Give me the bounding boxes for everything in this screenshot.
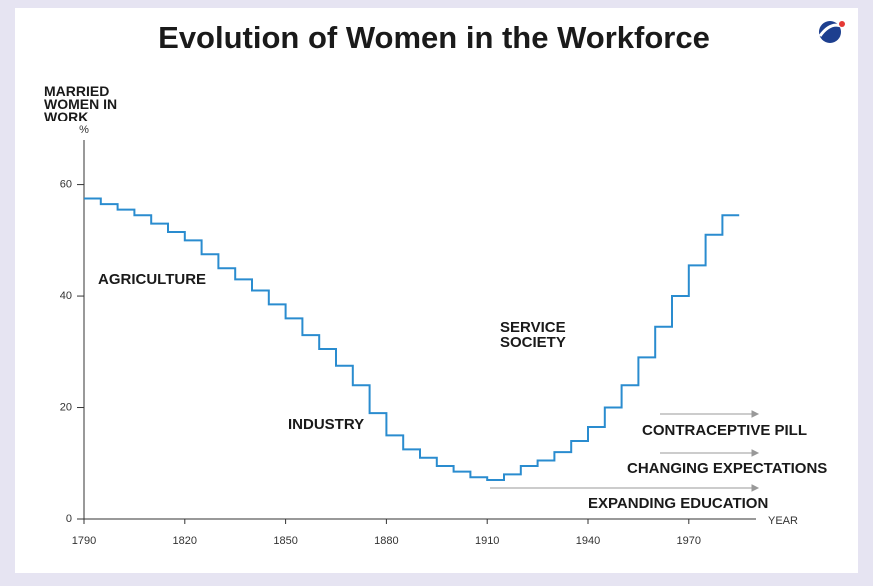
annotation: CHANGING EXPECTATIONS (627, 460, 827, 477)
annotation: SERVICE SOCIETY (500, 320, 566, 351)
logo-swoosh (818, 23, 842, 37)
arrow-head (751, 484, 760, 492)
y-tick-label: 60 (60, 178, 72, 190)
x-tick-label: 1850 (273, 535, 297, 547)
x-tick-label: 1880 (374, 535, 398, 547)
arrow-head (751, 410, 760, 418)
annotation: AGRICULTURE (98, 271, 206, 288)
y-axis-label: MARRIED WOMEN IN WORK (44, 85, 118, 121)
y-label-box: MARRIED WOMEN IN WORK (44, 85, 118, 121)
y-tick-label: 20 (60, 401, 72, 413)
y-unit: % (79, 124, 89, 136)
annotation: EXPANDING EDUCATION (588, 495, 768, 512)
x-tick-label: 1790 (72, 535, 96, 547)
panel (15, 8, 858, 573)
x-axis-label: YEAR (768, 515, 798, 527)
x-tick-label: 1970 (677, 535, 701, 547)
y-tick-label: 0 (66, 513, 72, 525)
x-tick-label: 1820 (173, 535, 197, 547)
x-tick-label: 1940 (576, 535, 600, 547)
annotation: CONTRACEPTIVE PILL (642, 422, 807, 439)
step-line (84, 197, 740, 481)
y-tick-label: 40 (60, 290, 72, 302)
annotation-box: SERVICE SOCIETY (500, 320, 566, 351)
annotation: INDUSTRY (288, 416, 364, 433)
chart-title: Evolution of Women in the Workforce (158, 20, 710, 55)
x-tick-label: 1910 (475, 535, 499, 547)
arrow-head (751, 449, 760, 457)
arrows (490, 410, 760, 492)
logo-dot (839, 21, 845, 27)
